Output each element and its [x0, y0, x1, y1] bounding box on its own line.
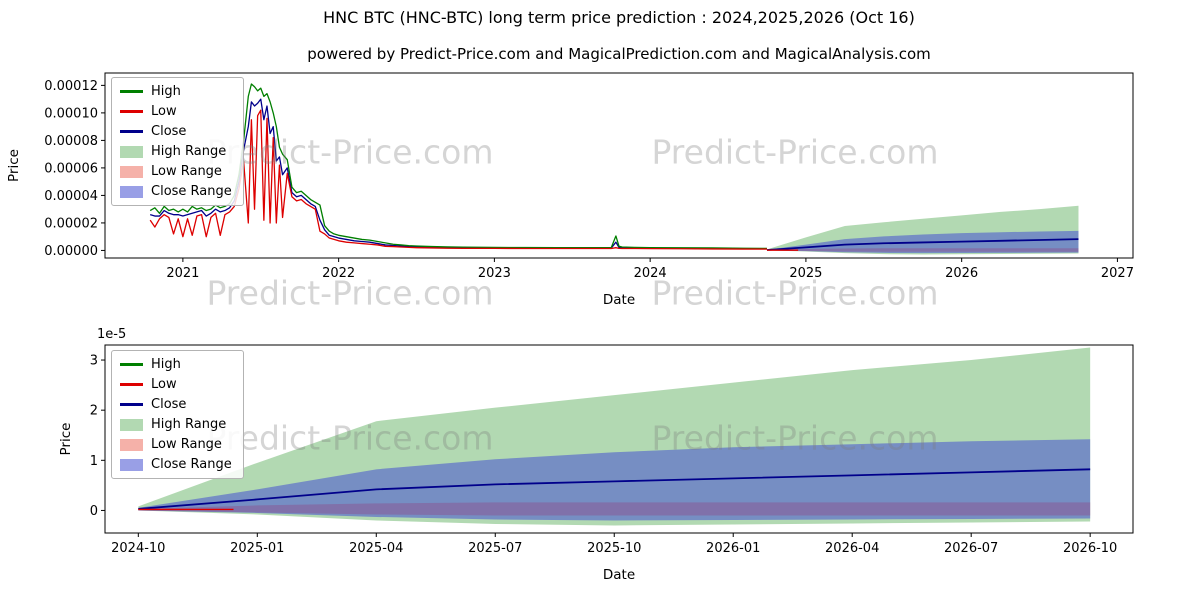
x-tick-label: 2025 — [789, 266, 822, 281]
x-tick-label: 2021 — [166, 266, 199, 281]
legend-label-high: High — [151, 84, 181, 99]
legend-label-close: Close — [151, 124, 187, 139]
legend-swatch-low — [120, 110, 143, 113]
series-low — [149, 109, 767, 250]
plot-background — [105, 73, 1133, 258]
x-axis-label: Date — [603, 292, 635, 308]
legend-item-close-range: Close Range — [120, 457, 232, 472]
series-close-forecast — [138, 468, 1091, 510]
y-tick-label: 1 — [90, 454, 98, 469]
legend-swatch-close — [120, 403, 143, 406]
y-axis-offset-label: 1e-5 — [97, 327, 126, 342]
y-tick-label: 0.00000 — [44, 244, 98, 259]
series-close-forecast — [766, 238, 1079, 251]
legend-bottom-chart: High Low Close High Range Low Range Close Ran… — [111, 350, 244, 479]
legend-label-close-range: Close Range — [151, 457, 232, 472]
y-tick-label: 0 — [90, 504, 98, 519]
band-close-range — [138, 439, 1091, 521]
x-tick-label: 2025-01 — [230, 541, 284, 556]
legend-swatch-high — [120, 90, 143, 93]
y-tick-label: 0.00004 — [44, 189, 98, 204]
y-tick-label: 0.00010 — [44, 106, 98, 121]
y-tick-label: 0.00012 — [44, 79, 98, 94]
legend-swatch-high-range — [120, 145, 143, 158]
x-tick-label: 2024 — [634, 266, 667, 281]
legend-label-high-range: High Range — [151, 417, 227, 432]
legend-item-high: High — [120, 84, 232, 99]
legend-label-low: Low — [151, 377, 177, 392]
legend-label-close-range: Close Range — [151, 184, 232, 199]
x-axis-label: Date — [603, 567, 635, 583]
legend-label-low: Low — [151, 104, 177, 119]
x-tick-label: 2026-07 — [944, 541, 998, 556]
x-tick-label: 2023 — [478, 266, 511, 281]
legend-label-low-range: Low Range — [151, 164, 222, 179]
x-tick-label: 2024-10 — [111, 541, 165, 556]
chart-forecast-detail: 2024-10 2025-01 2025-04 2025-07 2025-10 2026-… — [58, 327, 1134, 583]
series-high — [149, 83, 767, 250]
legend-item-low-range: Low Range — [120, 437, 232, 452]
legend-label-low-range: Low Range — [151, 437, 222, 452]
legend-label-high-range: High Range — [151, 144, 227, 159]
y-axis-label: Price — [6, 149, 22, 182]
plot-frame — [104, 344, 1134, 534]
legend-item-low-range: Low Range — [120, 164, 232, 179]
legend-item-close-range: Close Range — [120, 184, 232, 199]
y-tick-label: 2 — [90, 404, 98, 419]
x-tick-label: 2026-01 — [706, 541, 760, 556]
legend-label-high: High — [151, 357, 181, 372]
y-tick-label: 0.00008 — [44, 134, 98, 149]
x-tick-label: 2026-04 — [825, 541, 879, 556]
legend-item-high: High — [120, 357, 232, 372]
legend-item-low: Low — [120, 377, 232, 392]
chart-long-term-history-and-forecast: 2021 2022 2023 2024 2025 2026 2027 0.00000 0.000… — [6, 72, 1134, 308]
x-tick-label: 2027 — [1101, 266, 1134, 281]
legend-swatch-high-range — [120, 418, 143, 431]
legend-item-close: Close — [120, 397, 232, 412]
x-tick-label: 2022 — [322, 266, 355, 281]
legend-item-high-range: High Range — [120, 417, 232, 432]
x-tick-label: 2026 — [945, 266, 978, 281]
page-subtitle: powered by Predict-Price.com and Magical… — [307, 45, 931, 63]
legend-swatch-close-range — [120, 458, 143, 471]
y-tick-label: 0.00006 — [44, 161, 98, 176]
legend-label-close: Close — [151, 397, 187, 412]
legend-top-chart: High Low Close High Range Low Range Close Ran… — [111, 77, 244, 206]
x-tick-label: 2025-10 — [587, 541, 641, 556]
legend-swatch-close-range — [120, 185, 143, 198]
legend-item-high-range: High Range — [120, 144, 232, 159]
legend-swatch-close — [120, 130, 143, 133]
plot-frame — [104, 72, 1134, 259]
legend-swatch-low — [120, 383, 143, 386]
legend-swatch-low-range — [120, 165, 143, 178]
y-tick-label: 3 — [90, 354, 98, 369]
legend-item-low: Low — [120, 104, 232, 119]
legend-swatch-high — [120, 363, 143, 366]
legend-swatch-low-range — [120, 438, 143, 451]
x-tick-label: 2025-04 — [349, 541, 403, 556]
x-tick-label: 2025-07 — [468, 541, 522, 556]
legend-item-close: Close — [120, 124, 232, 139]
page-title: HNC BTC (HNC-BTC) long term price predic… — [323, 8, 915, 27]
y-tick-label: 0.00002 — [44, 216, 98, 231]
y-axis-label: Price — [58, 423, 74, 456]
x-tick-label: 2026-10 — [1063, 541, 1117, 556]
